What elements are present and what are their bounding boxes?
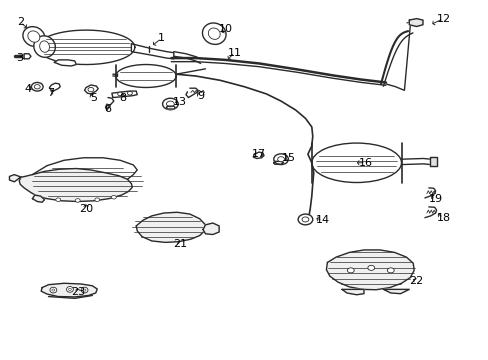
Text: 6: 6 — [104, 104, 111, 114]
Ellipse shape — [166, 101, 174, 107]
Text: 14: 14 — [315, 215, 329, 225]
Ellipse shape — [66, 287, 73, 292]
Ellipse shape — [277, 157, 284, 162]
Ellipse shape — [52, 289, 55, 291]
Ellipse shape — [162, 98, 178, 110]
Text: 16: 16 — [358, 158, 372, 168]
Polygon shape — [203, 223, 219, 234]
Polygon shape — [429, 157, 436, 166]
Text: 2: 2 — [17, 17, 24, 27]
Text: 9: 9 — [197, 91, 204, 101]
Ellipse shape — [31, 82, 43, 91]
Text: 11: 11 — [227, 48, 241, 58]
Ellipse shape — [81, 287, 88, 293]
Text: 18: 18 — [435, 213, 449, 222]
Polygon shape — [273, 161, 283, 164]
Ellipse shape — [50, 287, 57, 293]
Text: 20: 20 — [79, 204, 93, 215]
Text: 23: 23 — [71, 287, 84, 297]
Ellipse shape — [127, 91, 132, 95]
Ellipse shape — [302, 217, 308, 222]
Polygon shape — [326, 250, 413, 290]
Text: 4: 4 — [24, 84, 31, 94]
Text: 12: 12 — [435, 14, 449, 24]
Polygon shape — [408, 19, 422, 27]
Ellipse shape — [118, 92, 122, 96]
Ellipse shape — [83, 289, 86, 291]
Polygon shape — [32, 195, 44, 202]
Polygon shape — [136, 212, 205, 242]
Text: 13: 13 — [173, 97, 187, 107]
Ellipse shape — [386, 268, 393, 273]
Ellipse shape — [298, 214, 312, 225]
Ellipse shape — [273, 154, 288, 165]
Text: 15: 15 — [281, 153, 295, 163]
Ellipse shape — [40, 41, 49, 52]
Ellipse shape — [116, 64, 176, 87]
Ellipse shape — [111, 195, 116, 199]
Ellipse shape — [208, 28, 220, 39]
Polygon shape — [41, 283, 97, 297]
Text: 5: 5 — [90, 93, 97, 103]
Text: 1: 1 — [158, 33, 165, 43]
Ellipse shape — [23, 27, 45, 46]
Text: 19: 19 — [427, 194, 442, 204]
Text: 8: 8 — [119, 93, 126, 103]
Text: 21: 21 — [173, 239, 187, 249]
Ellipse shape — [311, 143, 401, 183]
Polygon shape — [49, 83, 60, 91]
Ellipse shape — [68, 288, 71, 291]
Text: 10: 10 — [219, 24, 232, 35]
Ellipse shape — [88, 87, 94, 92]
Polygon shape — [37, 30, 135, 64]
Polygon shape — [24, 54, 31, 59]
Ellipse shape — [28, 31, 40, 42]
Polygon shape — [341, 289, 363, 295]
Polygon shape — [9, 175, 21, 182]
Ellipse shape — [202, 23, 225, 44]
Ellipse shape — [75, 199, 80, 202]
Polygon shape — [253, 152, 264, 158]
Ellipse shape — [367, 265, 374, 270]
Ellipse shape — [95, 198, 100, 202]
Ellipse shape — [34, 85, 40, 89]
Ellipse shape — [56, 198, 61, 202]
Text: 22: 22 — [408, 276, 423, 286]
Text: 3: 3 — [16, 53, 22, 63]
Polygon shape — [84, 85, 98, 94]
Polygon shape — [112, 91, 137, 98]
Polygon shape — [19, 168, 132, 202]
Polygon shape — [131, 44, 173, 59]
Polygon shape — [54, 60, 76, 66]
Text: 17: 17 — [251, 149, 265, 159]
Ellipse shape — [34, 36, 55, 57]
Polygon shape — [383, 289, 408, 294]
Ellipse shape — [346, 268, 353, 273]
Polygon shape — [166, 106, 175, 109]
Text: 7: 7 — [47, 88, 54, 98]
